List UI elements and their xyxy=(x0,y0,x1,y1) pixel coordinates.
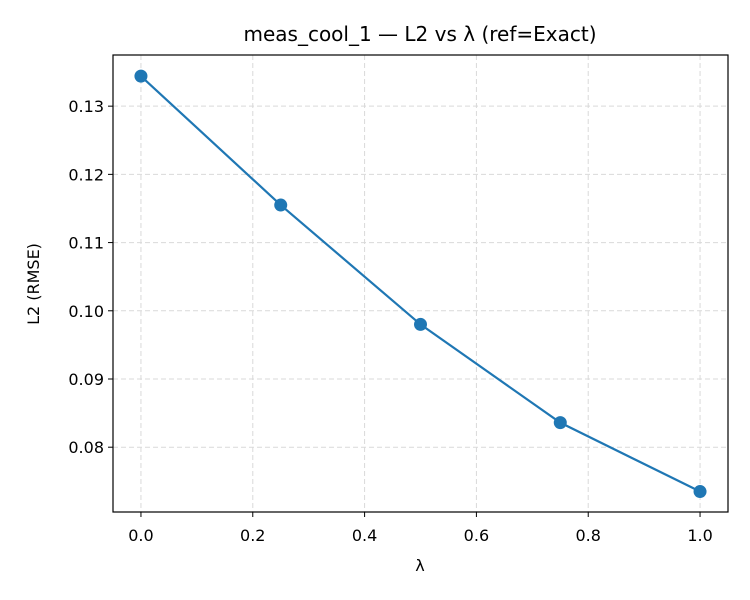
y-tick-label: 0.11 xyxy=(68,234,104,253)
y-tick-label: 0.10 xyxy=(68,302,104,321)
x-tick-label: 0.8 xyxy=(576,526,601,545)
x-tick-label: 0.2 xyxy=(240,526,265,545)
series-layer xyxy=(134,69,707,499)
plot-area-frame xyxy=(112,54,729,513)
data-point xyxy=(134,69,148,83)
axis-ticks: 0.0 0.2 0.4 0.6 0.8 1.0 0.08 0.09 0.10 0.11 0.12 0.… xyxy=(68,97,712,545)
x-tick-label: 0.0 xyxy=(128,526,153,545)
data-point xyxy=(693,485,707,499)
x-axis-title: λ xyxy=(415,556,424,575)
x-tick-label: 0.4 xyxy=(352,526,377,545)
series-line xyxy=(140,75,701,493)
y-tick-label: 0.09 xyxy=(68,370,104,389)
data-point xyxy=(414,317,427,331)
x-tick-label: 0.6 xyxy=(464,526,489,545)
y-tick-label: 0.12 xyxy=(68,165,104,184)
data-point xyxy=(553,416,567,430)
grid xyxy=(113,55,728,512)
x-tick-label: 1.0 xyxy=(687,526,712,545)
y-tick-label: 0.13 xyxy=(68,97,104,116)
data-point xyxy=(274,198,288,212)
chart-title: meas_cool_1 — L2 vs λ (ref=Exact) xyxy=(243,22,596,46)
y-axis-title: L2 (RMSE) xyxy=(24,243,43,325)
y-tick-label: 0.08 xyxy=(68,438,104,457)
